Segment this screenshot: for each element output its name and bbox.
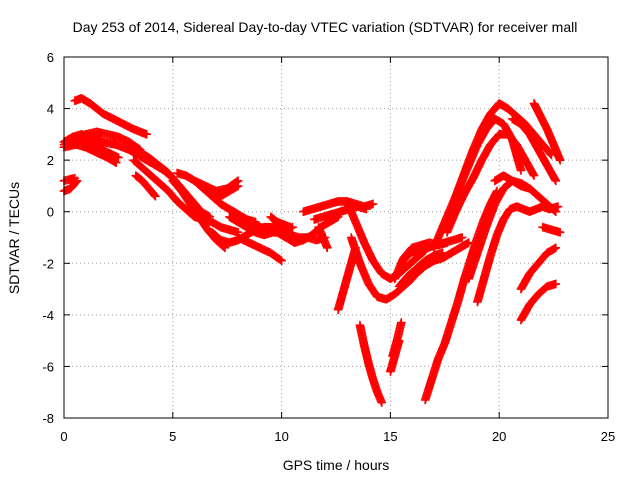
data-point — [150, 190, 159, 200]
series-13 — [198, 181, 243, 201]
data-point — [377, 398, 386, 407]
data-point — [546, 149, 555, 159]
series-43 — [516, 279, 561, 325]
series-4 — [64, 135, 121, 168]
series-22 — [314, 222, 332, 253]
series-0 — [70, 93, 151, 139]
data-point — [233, 181, 243, 191]
series-9 — [131, 171, 160, 201]
data-point — [555, 155, 565, 165]
axis-ticks — [63, 56, 609, 419]
series-41 — [507, 114, 561, 186]
data-point — [151, 191, 160, 201]
x-tick-label: 25 — [601, 429, 615, 444]
data-point — [71, 177, 81, 187]
y-tick-label: -2 — [42, 256, 54, 271]
series-28 — [388, 318, 406, 361]
series-18 — [233, 233, 286, 266]
data-point — [277, 256, 286, 266]
series-19 — [266, 212, 295, 232]
y-tick-label: -8 — [42, 411, 54, 426]
series-42 — [516, 243, 561, 294]
series-25 — [355, 320, 386, 407]
data-point — [551, 243, 561, 253]
data-point — [72, 176, 82, 186]
data-point — [516, 166, 526, 175]
data-point — [111, 158, 121, 168]
data-point — [114, 153, 123, 162]
y-tick-label: -6 — [42, 359, 54, 374]
data-point — [551, 176, 561, 186]
y-tick-label: 0 — [47, 205, 54, 220]
series-35 — [442, 130, 539, 237]
y-tick-label: -4 — [42, 308, 54, 323]
series-44 — [538, 222, 565, 237]
data-point — [362, 204, 371, 214]
series-36 — [451, 99, 556, 201]
y-tick-label: 4 — [47, 102, 54, 117]
series-38 — [473, 202, 563, 307]
x-tick-label: 20 — [492, 429, 506, 444]
x-tick-labels: 0 5 10 15 20 25 — [60, 429, 615, 444]
data-point — [551, 279, 561, 289]
data-point — [457, 233, 467, 242]
x-axis-label: GPS time / hours — [283, 457, 390, 473]
data-point — [368, 199, 378, 209]
x-tick-label: 15 — [383, 429, 397, 444]
x-tick-label: 5 — [169, 429, 176, 444]
series-39 — [490, 171, 534, 193]
data-point — [529, 171, 539, 180]
y-tick-label: 2 — [47, 153, 54, 168]
y-tick-labels: -8 -6 -4 -2 0 2 4 6 — [42, 50, 54, 426]
y-axis-label: SDTVAR / TECUs — [6, 182, 22, 294]
data-point — [464, 238, 474, 247]
data-points — [59, 93, 565, 407]
chart-title: Day 253 of 2014, Sidereal Day-to-day VTE… — [73, 19, 578, 35]
data-point — [553, 202, 563, 211]
series-17 — [255, 212, 343, 247]
data-point — [276, 255, 285, 265]
data-point — [286, 222, 295, 232]
data-point — [142, 130, 151, 139]
series-21 — [309, 202, 371, 224]
data-point — [555, 228, 565, 237]
grid-lines — [64, 57, 608, 418]
plot-frame — [63, 56, 609, 419]
data-point — [525, 184, 534, 193]
series-5 — [59, 173, 80, 186]
x-tick-label: 0 — [60, 429, 67, 444]
series-40 — [529, 99, 565, 165]
series-32 — [412, 238, 474, 278]
y-tick-label: 6 — [47, 50, 54, 65]
x-tick-label: 10 — [274, 429, 288, 444]
series-30 — [396, 233, 467, 268]
data-point — [322, 243, 332, 253]
data-point — [396, 318, 406, 327]
